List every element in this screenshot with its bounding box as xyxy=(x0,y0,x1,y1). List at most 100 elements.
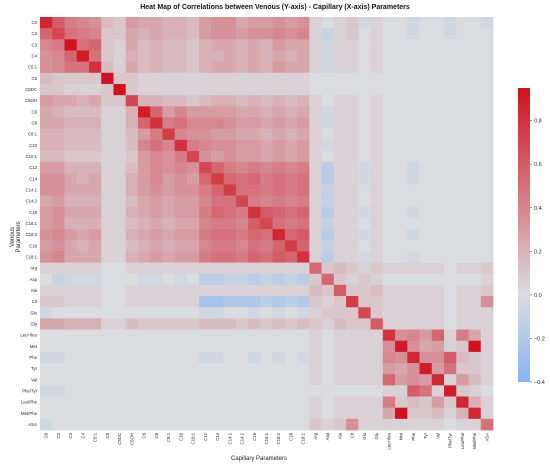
heatmap-cell xyxy=(248,240,261,252)
heatmap-cell xyxy=(76,195,90,208)
heatmap-cell xyxy=(235,340,249,353)
heatmap-cell xyxy=(76,39,90,51)
heatmap-cell xyxy=(297,28,310,40)
heatmap-cell xyxy=(419,329,433,342)
heatmap-cell xyxy=(64,39,78,51)
heatmap-cell xyxy=(223,307,237,319)
heatmap-cell xyxy=(137,273,151,286)
heatmap-cell xyxy=(88,72,102,85)
heatmap-cell xyxy=(370,28,384,40)
heatmap-cell xyxy=(186,385,200,397)
heatmap-cell xyxy=(174,229,188,241)
heatmap-cell xyxy=(113,229,127,241)
heatmap-cell xyxy=(309,173,322,185)
heatmap-cell xyxy=(137,128,151,141)
heatmap-cell xyxy=(333,72,347,85)
heatmap-cell xyxy=(235,385,249,397)
colorbar-tick-label: 0.0 xyxy=(534,293,542,299)
heatmap-cell xyxy=(260,61,274,74)
heatmap-cell xyxy=(456,139,469,152)
heatmap-cell xyxy=(150,363,163,375)
heatmap-cell xyxy=(284,396,298,409)
heatmap-cell xyxy=(211,217,225,230)
heatmap-cell xyxy=(284,351,298,364)
heatmap-cell xyxy=(174,273,188,286)
heatmap-cell xyxy=(456,28,469,40)
heatmap-cell xyxy=(235,17,249,29)
heatmap-cell xyxy=(297,72,310,85)
heatmap-cell xyxy=(297,396,310,409)
heatmap-cell xyxy=(468,195,482,208)
heatmap-cell xyxy=(101,206,114,219)
heatmap-cell xyxy=(480,374,494,386)
heatmap-cell xyxy=(113,217,127,230)
heatmap-cell xyxy=(186,318,200,330)
heatmap-cell xyxy=(235,296,249,308)
heatmap-cell xyxy=(297,329,310,342)
heatmap-cell xyxy=(162,139,176,152)
heatmap-cell xyxy=(101,407,114,420)
heatmap-cell xyxy=(272,195,286,208)
heatmap-cell xyxy=(431,262,445,275)
heatmap-cell xyxy=(346,83,359,96)
heatmap-cell xyxy=(480,284,494,297)
heatmap-cell xyxy=(52,407,65,420)
heatmap-cell xyxy=(137,83,151,96)
heatmap-cell xyxy=(40,150,53,163)
heatmap-cell xyxy=(223,296,237,308)
heatmap-cell xyxy=(468,83,482,96)
heatmap-cell xyxy=(309,106,322,118)
heatmap-cell xyxy=(407,251,420,263)
heatmap-cell xyxy=(150,229,163,241)
heatmap-cell xyxy=(382,195,396,208)
heatmap-cell xyxy=(346,240,359,252)
heatmap-cell xyxy=(284,72,298,85)
heatmap-cell xyxy=(186,17,200,29)
heatmap-cell xyxy=(431,39,445,51)
heatmap-cell xyxy=(370,262,384,275)
heatmap-cell xyxy=(456,195,469,208)
heatmap-cell xyxy=(162,307,176,319)
x-tick-label: C14:1 xyxy=(227,432,232,444)
heatmap-cell xyxy=(52,329,65,342)
heatmap-cell xyxy=(370,128,384,141)
heatmap-cell xyxy=(395,72,408,85)
heatmap-cell xyxy=(284,39,298,51)
heatmap-cell xyxy=(40,95,53,107)
heatmap-cell xyxy=(346,206,359,219)
heatmap-cell xyxy=(88,229,102,241)
heatmap-cell xyxy=(272,318,286,330)
heatmap-cell xyxy=(52,117,65,130)
heatmap-cell xyxy=(235,363,249,375)
heatmap-cell xyxy=(199,217,212,230)
heatmap-cell xyxy=(309,307,322,319)
heatmap-cell xyxy=(395,396,408,409)
heatmap-cell xyxy=(284,240,298,252)
heatmap-cell xyxy=(113,95,127,107)
heatmap-cell xyxy=(395,385,408,397)
heatmap-cell xyxy=(186,374,200,386)
heatmap-cell xyxy=(395,217,408,230)
heatmap-cell xyxy=(431,284,445,297)
heatmap-cell xyxy=(358,318,371,330)
heatmap-cell xyxy=(162,217,176,230)
heatmap-cell xyxy=(419,117,433,130)
heatmap-cell xyxy=(113,162,127,174)
heatmap-cell xyxy=(395,117,408,130)
heatmap-cell xyxy=(248,396,261,409)
heatmap-cell xyxy=(52,307,65,319)
y-tick-label: Phe xyxy=(29,355,37,360)
heatmap-cell xyxy=(284,117,298,130)
heatmap-cell xyxy=(468,307,482,319)
heatmap-cell xyxy=(76,128,90,141)
heatmap-cell xyxy=(395,363,408,375)
heatmap-cell xyxy=(309,39,322,51)
heatmap-cell xyxy=(333,351,347,364)
heatmap-cell xyxy=(395,318,408,330)
heatmap-cell xyxy=(162,329,176,342)
heatmap-cell xyxy=(88,385,102,397)
heatmap-cell xyxy=(309,229,322,241)
heatmap-cell xyxy=(125,407,139,420)
heatmap-cell xyxy=(260,329,274,342)
heatmap-cell xyxy=(76,340,90,353)
